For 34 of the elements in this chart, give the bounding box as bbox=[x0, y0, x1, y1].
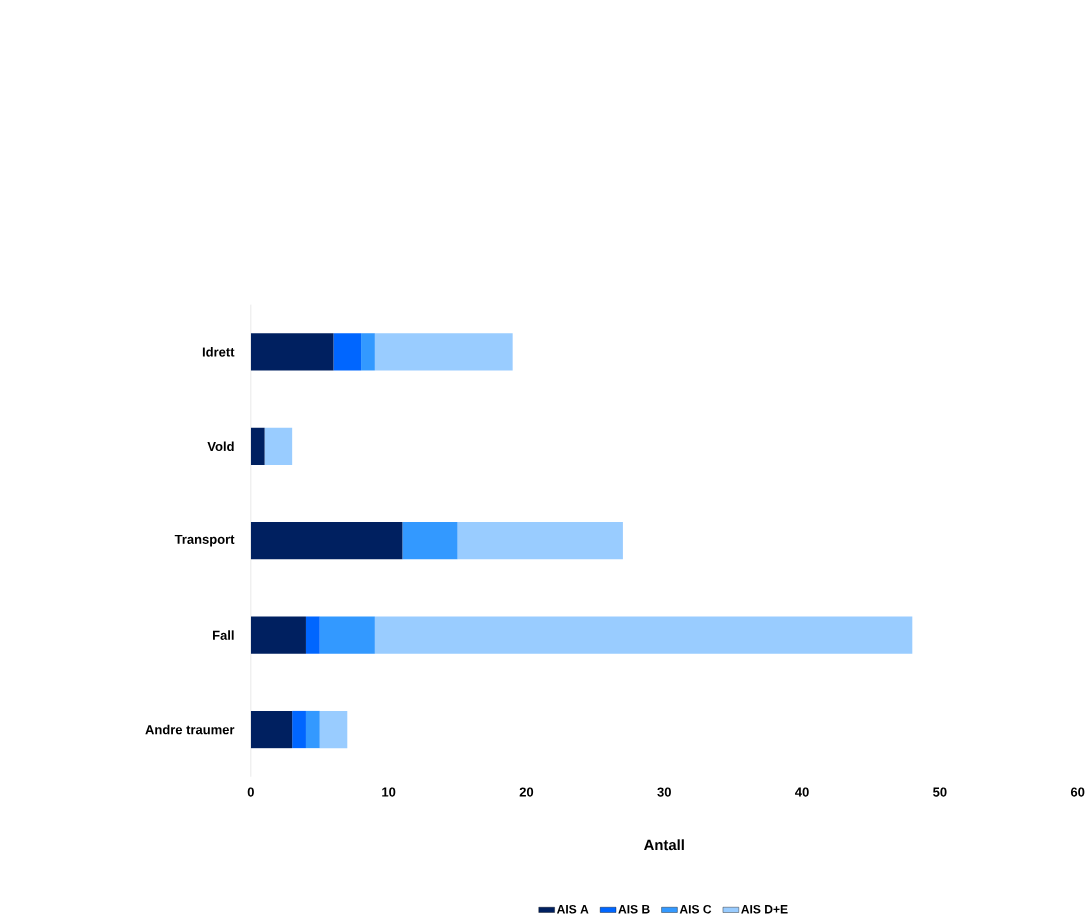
bar bbox=[292, 710, 306, 748]
bar bbox=[305, 710, 320, 748]
x-tick-label: 40 bbox=[795, 787, 809, 797]
x-axis-title: Antall bbox=[644, 839, 684, 850]
bar bbox=[250, 521, 403, 560]
x-tick-label: 30 bbox=[657, 787, 671, 797]
bar bbox=[264, 427, 293, 465]
y-tick-label: Fall bbox=[213, 630, 234, 640]
x-tick-label: 60 bbox=[1070, 787, 1085, 797]
bar bbox=[250, 427, 265, 465]
y-tick-label: Idrett bbox=[202, 346, 235, 357]
legend-label: AIS C bbox=[679, 904, 712, 914]
legend-label: AIS B bbox=[618, 904, 650, 914]
x-tick-label: 10 bbox=[382, 787, 396, 797]
y-tick-label: Andre traumer bbox=[145, 724, 235, 735]
legend-label: AIS A bbox=[556, 904, 589, 914]
bar bbox=[319, 710, 348, 748]
bar bbox=[361, 332, 375, 371]
bar bbox=[374, 616, 913, 654]
x-tick-label: 0 bbox=[247, 787, 254, 797]
y-tick-label: Transport bbox=[174, 534, 235, 547]
y-tick-label: Vold bbox=[207, 441, 234, 451]
bar bbox=[250, 710, 293, 748]
bar bbox=[250, 332, 334, 371]
bar bbox=[402, 521, 458, 560]
bar bbox=[305, 616, 320, 654]
bar bbox=[319, 616, 375, 654]
x-tick-label: 20 bbox=[519, 787, 534, 797]
x-tick-label: 50 bbox=[933, 787, 947, 797]
bar bbox=[333, 332, 362, 371]
bar bbox=[250, 616, 306, 654]
bar bbox=[374, 332, 513, 371]
bar bbox=[457, 521, 623, 560]
legend-label: AIS D+E bbox=[741, 904, 788, 914]
